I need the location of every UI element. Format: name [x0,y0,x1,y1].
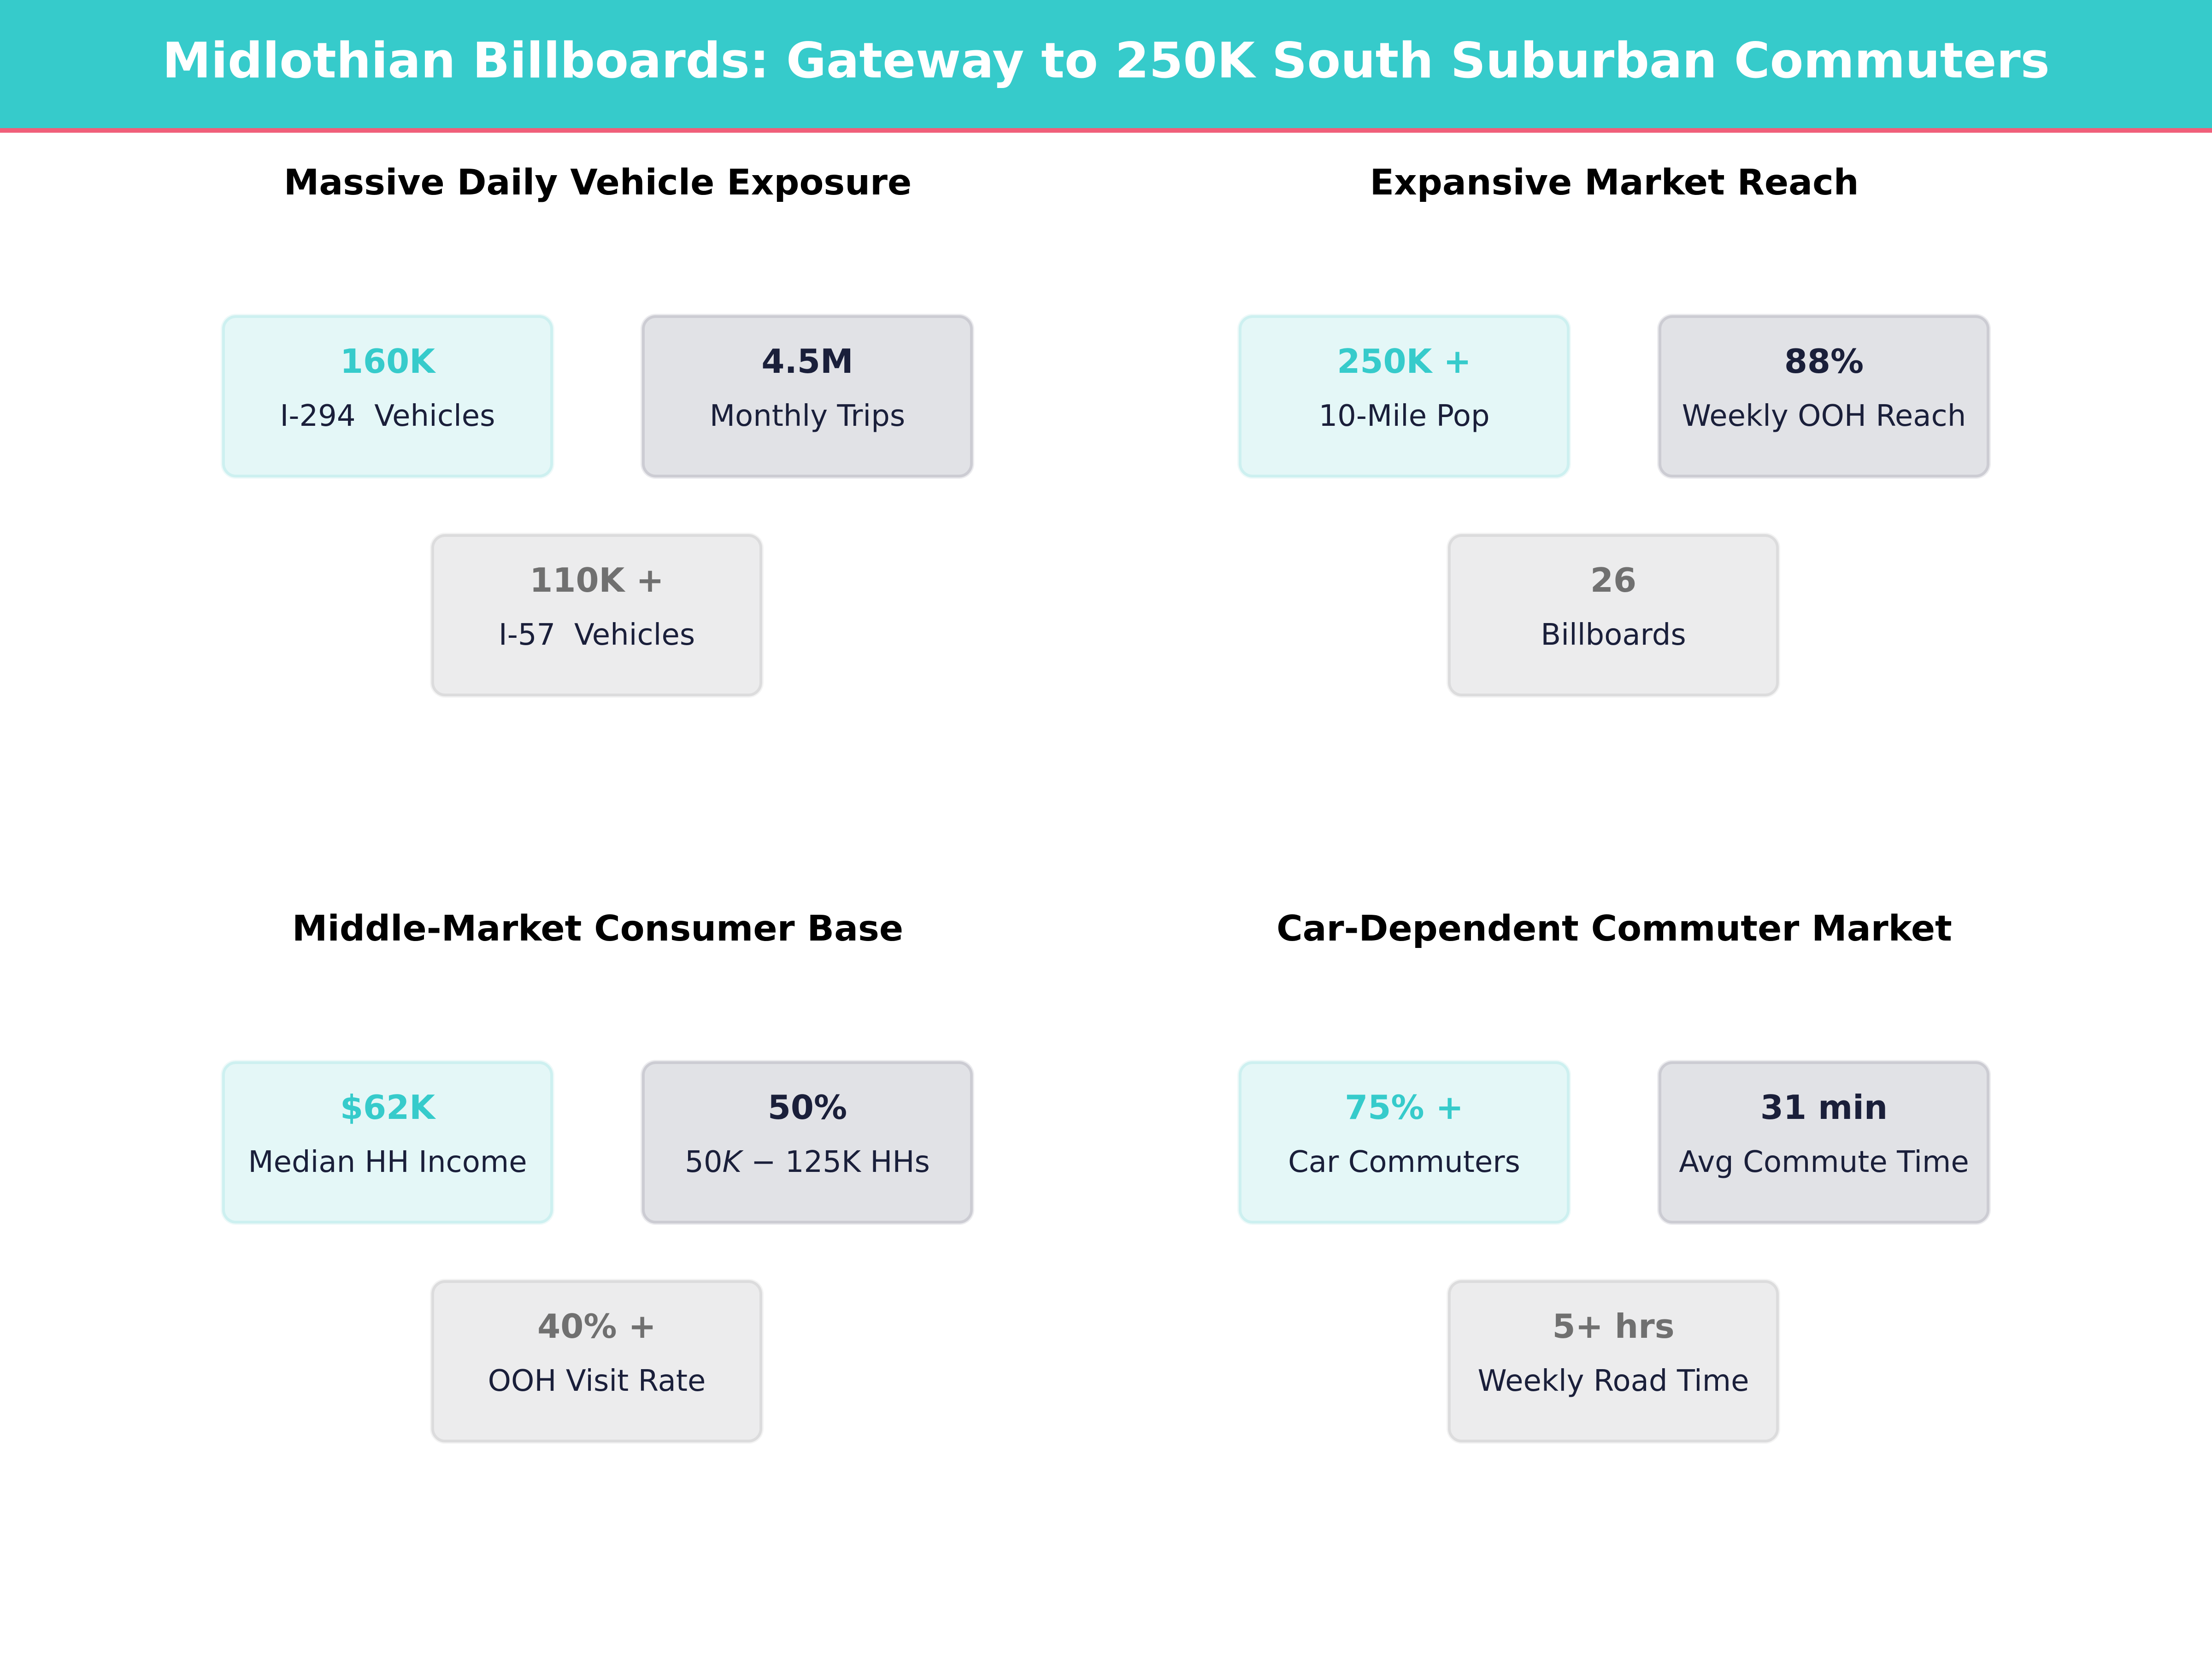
stat-card-income-band-hhs: 50% 50K − 125K HHs [642,1061,973,1224]
stat-card-avg-commute-time: 31 min Avg Commute Time [1659,1061,1989,1224]
panel-consumer-base: Middle-Market Consumer Base $62K Median … [0,746,1017,1492]
stat-value: 4.5M [761,342,853,381]
panel-market-reach: Expansive Market Reach 250K + 10-Mile Po… [1017,0,2033,746]
stat-value: 5+ hrs [1552,1307,1675,1346]
stat-card-monthly-trips: 4.5M Monthly Trips [642,315,973,477]
stat-card-i57-vehicles: 110K + I-57 Vehicles [431,534,762,696]
stat-card-car-commuters: 75% + Car Commuters [1239,1061,1570,1224]
stat-label: I-294 Vehicles [280,399,495,433]
stat-label: OOH Visit Rate [488,1364,706,1398]
stat-card-billboards: 26 Billboards [1448,534,1779,696]
page-title: Midlothian Billboards: Gateway to 250K S… [162,32,2050,89]
stat-value: 75% + [1345,1088,1464,1127]
panel-title: Middle-Market Consumer Base [292,908,904,949]
stat-value: 26 [1590,561,1637,600]
panel-vehicle-exposure: Massive Daily Vehicle Exposure 160K I-29… [0,0,1017,746]
stat-value: 250K + [1337,342,1471,381]
stat-value: 88% [1784,342,1864,381]
label-part-italic: K [722,1145,742,1179]
stat-card-i294-vehicles: 160K I-294 Vehicles [222,315,553,477]
stat-value: 160K [340,342,435,381]
stat-label: 50K − 125K HHs [645,1145,970,1180]
stat-value: 50% [767,1088,847,1127]
stat-value: 110K + [529,561,664,600]
stat-value: 31 min [1760,1088,1888,1127]
stat-label: Weekly Road Time [1477,1364,1749,1398]
stat-card-ooh-visit-rate: 40% + OOH Visit Rate [431,1280,762,1442]
stat-label: Billboards [1541,618,1686,652]
header-accent-line [0,128,2212,133]
label-part: − 125K HHs [741,1145,930,1179]
panel-commuter-market: Car-Dependent Commuter Market 75% + Car … [1017,746,2033,1492]
header-band [0,0,2212,128]
stat-label: Car Commuters [1288,1145,1520,1179]
stat-label: Avg Commute Time [1679,1145,1969,1179]
stat-label: Monthly Trips [709,399,906,433]
label-part: 50 [685,1145,723,1179]
panel-title: Massive Daily Vehicle Exposure [283,162,912,203]
stat-card-weekly-road-time: 5+ hrs Weekly Road Time [1448,1280,1779,1442]
panel-title: Expansive Market Reach [1370,162,1859,203]
stat-card-10-mile-pop: 250K + 10-Mile Pop [1239,315,1570,477]
stat-label: 10-Mile Pop [1318,399,1490,433]
stat-value: 40% + [537,1307,656,1346]
stat-card-weekly-ooh-reach: 88% Weekly OOH Reach [1659,315,1989,477]
stat-card-median-income: $62K Median HH Income [222,1061,553,1224]
stat-label: Weekly OOH Reach [1682,399,1966,433]
stat-label: Median HH Income [248,1145,527,1179]
panel-title: Car-Dependent Commuter Market [1277,908,1952,949]
stat-value: $62K [340,1088,435,1127]
stat-label: I-57 Vehicles [498,618,695,652]
